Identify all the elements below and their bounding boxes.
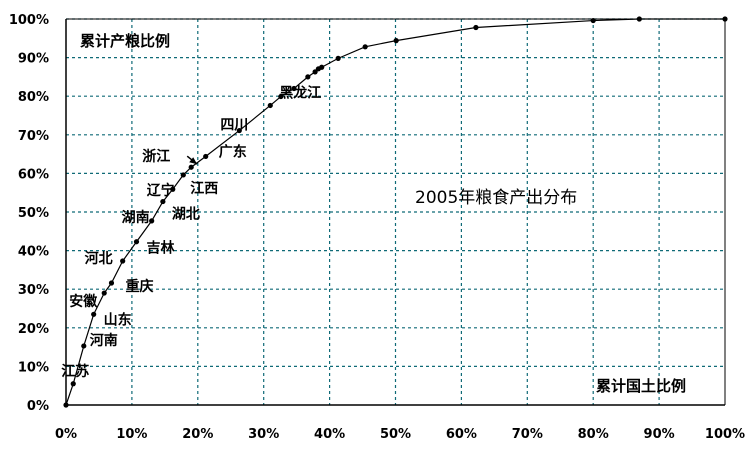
chart-title: 2005年粮食产出分布 [415,188,577,208]
data-point [108,280,115,286]
data-point [101,290,107,296]
province-label: 江苏 [61,363,89,380]
x-tick-label: 30% [248,427,279,442]
data-point [722,16,728,22]
y-tick-label: 50% [18,206,49,221]
province-label: 浙江 [142,148,170,165]
x-tick-label: 100% [705,427,745,442]
y-tick-label: 10% [18,360,49,375]
province-label: 吉林 [147,240,175,257]
data-point [291,85,297,92]
y-tick-label: 20% [18,322,49,337]
province-label: 四川 [220,118,248,134]
y-tick-label: 80% [18,90,49,105]
data-point [91,311,97,317]
x-tick-label: 40% [314,427,345,442]
x-tick-label: 50% [380,427,411,442]
province-label: 广东 [219,143,247,160]
y-tick-label: 40% [18,245,49,260]
data-point [70,381,76,387]
data-point [335,55,341,61]
province-label: 山东 [104,311,132,328]
province-label: 湖北 [172,207,200,223]
y-axis-label: 累计产粮比例 [80,32,170,50]
province-label: 辽宁 [147,182,175,199]
data-point [305,74,311,80]
data-point [180,172,186,178]
data-point [267,102,273,109]
data-point [278,93,284,100]
y-tick-label: 90% [18,52,49,67]
x-tick-label: 20% [182,427,213,442]
data-point [170,186,176,192]
data-point [188,164,194,170]
province-label: 河南 [90,332,118,349]
data-point [393,38,399,44]
data-point [120,258,126,264]
y-tick-label: 30% [18,283,49,298]
y-tick-label: 70% [18,129,49,144]
x-tick-label: 0% [55,427,77,442]
series-group [63,16,728,408]
data-point [236,127,242,134]
x-tick-label: 10% [116,427,147,442]
data-point [203,153,209,160]
province-label: 湖南 [122,209,150,226]
y-tick-label: 0% [27,399,49,414]
x-tick-label: 90% [644,427,675,442]
zhejiang-pointer-arrowhead [189,157,198,165]
data-point [81,343,87,349]
data-point [362,44,368,50]
data-point [319,64,325,70]
y-tick-label: 100% [9,13,49,28]
province-label: 江西 [190,180,218,197]
data-point [473,24,479,31]
province-label: 重庆 [125,278,153,295]
data-point [312,69,318,75]
axes [65,18,726,406]
x-axis-label: 累计国土比例 [596,377,686,395]
data-point [149,218,155,224]
data-point [63,402,69,408]
x-tick-label: 80% [578,427,609,442]
x-tick-label: 70% [512,427,543,442]
y-axis-tick-labels: 0% 10% 20% 30% 40% 50% 60% 70% 80% 90% 100% [9,13,49,414]
data-point [160,198,166,205]
province-label: 河北 [85,250,113,267]
gridlines [66,18,725,405]
data-point [590,17,596,24]
data-point [133,239,140,245]
y-tick-label: 60% [18,167,49,182]
province-label: 黑龙江 [279,84,321,101]
province-label: 安徽 [69,293,98,310]
x-axis-tick-labels: 0% 10% 20% 30% 40% 50% 60% 70% 80% 90% 100% [55,427,745,442]
data-point [636,16,642,22]
x-tick-label: 60% [446,427,477,442]
